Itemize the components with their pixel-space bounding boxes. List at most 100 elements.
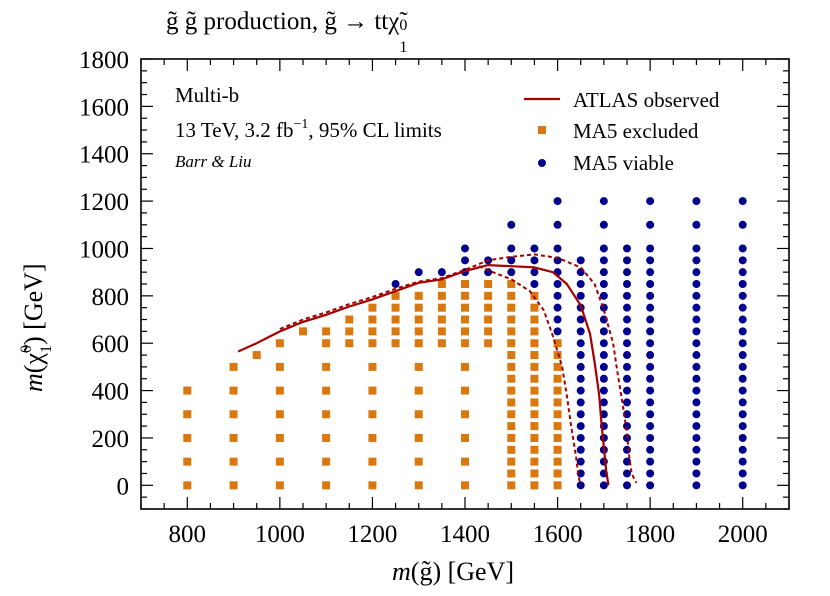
excluded-point xyxy=(414,291,423,300)
viable-point xyxy=(692,220,701,229)
y-tick-label: 1200 xyxy=(79,189,129,216)
viable-point xyxy=(599,197,608,206)
viable-point xyxy=(553,327,562,336)
viable-point xyxy=(599,339,608,348)
viable-point xyxy=(646,410,655,419)
excluded-point xyxy=(461,339,469,348)
y-axis-label-sup: 0 xyxy=(18,345,35,353)
y-tick-label: 1000 xyxy=(79,236,129,263)
excluded-point xyxy=(553,469,562,478)
excluded-point xyxy=(484,315,493,324)
viable-point xyxy=(738,481,747,490)
x-tick-label: 2000 xyxy=(718,521,768,548)
y-axis-label-open: ( xyxy=(19,365,48,374)
excluded-point xyxy=(507,291,516,300)
excluded-point xyxy=(461,386,469,395)
excluded-point xyxy=(275,386,284,395)
excluded-point xyxy=(530,362,539,371)
excluded-point xyxy=(229,386,238,395)
excluded-point xyxy=(437,315,446,324)
excluded-point xyxy=(183,433,192,442)
viable-point xyxy=(623,268,631,277)
viable-point xyxy=(692,386,701,395)
excluded-point xyxy=(368,339,377,348)
annotation-analysis: Multi-b xyxy=(175,83,239,107)
viable-point xyxy=(738,410,747,419)
excluded-point xyxy=(368,327,377,336)
excluded-point xyxy=(530,374,539,383)
excluded-point xyxy=(437,280,446,288)
viable-point xyxy=(738,469,747,478)
viable-point xyxy=(623,374,631,383)
excluded-point xyxy=(461,433,469,442)
viable-point xyxy=(646,362,655,371)
excluded-point xyxy=(229,481,238,490)
viable-point xyxy=(599,481,608,490)
viable-point xyxy=(461,244,469,253)
viable-point xyxy=(623,327,631,336)
excluded-point xyxy=(391,291,400,300)
y-tick-label: 1800 xyxy=(79,47,129,74)
y-tick-label: 1400 xyxy=(79,142,129,169)
excluded-point xyxy=(507,303,516,312)
viable-point xyxy=(646,280,655,288)
annotation-lumi-tail: , 95% CL limits xyxy=(308,118,441,142)
viable-point xyxy=(646,422,655,431)
viable-point xyxy=(599,374,608,383)
x-tick-label: 1600 xyxy=(533,521,583,548)
excluded-point xyxy=(345,339,354,348)
viable-point xyxy=(692,398,701,407)
viable-point xyxy=(738,291,747,300)
viable-point xyxy=(530,280,539,288)
viable-point xyxy=(576,481,585,490)
excluded-point xyxy=(553,386,562,395)
excluded-point xyxy=(368,386,377,395)
viable-point xyxy=(692,303,701,312)
viable-point xyxy=(738,268,747,277)
viable-point xyxy=(646,327,655,336)
viable-point xyxy=(507,244,516,253)
viable-point xyxy=(623,280,631,288)
y-tick-label: 0 xyxy=(117,473,130,500)
viable-point xyxy=(576,351,585,360)
excluded-point xyxy=(368,362,377,371)
viable-point xyxy=(738,362,747,371)
viable-point xyxy=(646,256,655,265)
excluded-point xyxy=(461,410,469,419)
viable-point xyxy=(576,398,585,407)
viable-point xyxy=(738,327,747,336)
viable-point xyxy=(692,197,701,206)
excluded-point xyxy=(368,481,377,490)
viable-point xyxy=(646,469,655,478)
excluded-point xyxy=(507,445,516,454)
viable-point xyxy=(692,315,701,324)
excluded-point xyxy=(530,315,539,324)
excluded-point xyxy=(229,433,238,442)
excluded-point xyxy=(322,327,331,336)
viable-point xyxy=(599,351,608,360)
viable-point xyxy=(738,220,747,229)
excluded-point xyxy=(484,303,493,312)
excluded-point xyxy=(414,339,423,348)
viable-point xyxy=(599,220,608,229)
viable-point xyxy=(623,386,631,395)
viable-point xyxy=(623,398,631,407)
y-tick-label: 200 xyxy=(92,426,130,453)
excluded-point xyxy=(507,280,516,288)
expected-band-line xyxy=(478,265,582,486)
viable-point xyxy=(553,244,562,253)
excluded-point xyxy=(553,457,562,466)
viable-point xyxy=(738,457,747,466)
viable-point xyxy=(646,268,655,277)
viable-point xyxy=(576,339,585,348)
excluded-point xyxy=(461,315,469,324)
y-axis-label-m: m xyxy=(19,373,48,392)
viable-point xyxy=(623,244,631,253)
excluded-point xyxy=(461,481,469,490)
excluded-point xyxy=(530,303,539,312)
excluded-point xyxy=(507,433,516,442)
viable-point xyxy=(738,374,747,383)
excluded-point xyxy=(183,386,192,395)
y-axis-label-close: ) [GeV] xyxy=(19,263,48,345)
